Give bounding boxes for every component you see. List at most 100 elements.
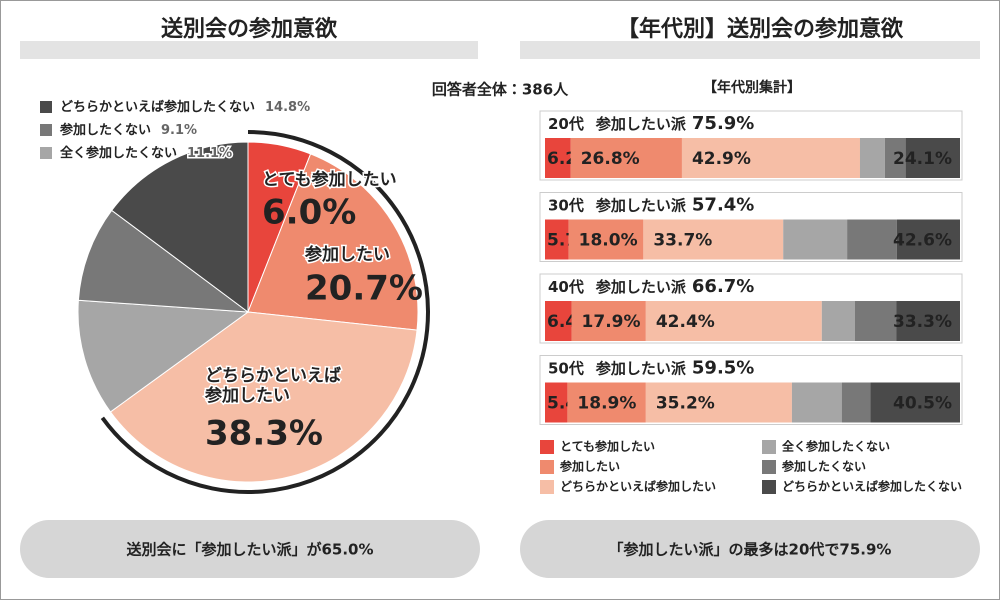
group-label: 参加したい派 [595,359,687,377]
legend-entry: どちらかといえば参加したくない 14.8% [60,99,310,115]
bar-segment [568,219,644,260]
legend-label: 参加したくない [781,459,866,474]
row-header: 20代 参加したい派 75.9% [548,113,754,134]
category-label: 30代 [548,196,584,214]
title-band [20,41,478,59]
legend-swatch [540,480,554,494]
bar-segment [870,382,960,423]
bar-segment [896,219,960,260]
title-band [520,41,980,59]
row-header: 40代 参加したい派 66.7% [548,276,754,297]
bar-segment [791,382,842,423]
legend-value: 14.8% [265,100,310,115]
data-label: 26.8% [581,149,640,169]
bar-segment [645,382,792,423]
legend-swatch [762,460,776,474]
legend-label: どちらかといえば参加したくない [60,99,255,115]
bar-segment [841,382,871,423]
bar-segment [567,382,646,423]
legend-swatch [40,147,52,159]
pie-slice [77,209,250,313]
bar-segment [859,138,885,178]
data-label: 6.0% [262,193,356,233]
category-label: 40代 [548,278,584,296]
group-label: 参加したい派 [595,115,687,133]
legend-swatch [40,124,52,136]
data-label: 38.3% [205,414,323,454]
bar-segment [681,138,860,178]
group-label: 参加したい派 [595,196,687,214]
row-frame [539,273,963,344]
bar-segment [896,301,960,341]
chart-title: 送別会の参加意欲 [161,16,338,42]
slice-label: とても参加したい [262,169,397,190]
bar-segment [645,301,822,341]
bar-segment [545,382,568,423]
pie-slice [109,311,418,483]
legend-label: どちらかといえば参加したい [560,479,716,494]
group-total-label: 24.1% [893,149,952,169]
legend-swatch [762,440,776,454]
bar-segment [847,219,897,260]
row-frame [539,355,963,425]
bar-segment [570,138,682,178]
bar-segment [905,138,960,178]
legend-value: 11.1% [187,146,232,161]
group-label: 参加したい派 [595,278,687,296]
slice-label: どちらかといえば参加したい [204,366,341,406]
bar-segment [545,219,569,260]
category-label: 50代 [548,359,584,377]
group-total: 59.5% [692,358,754,379]
group-total-label: 40.5% [893,394,952,414]
pie-slice [247,153,419,331]
pie-slice [77,299,250,413]
summary-pill [20,520,480,578]
bar-segment [855,301,897,341]
legend-label: どちらかといえば参加したくない [782,479,962,494]
bar-segment [545,301,572,341]
row-frame [539,110,963,181]
data-label: 17.9% [582,312,641,332]
group-total: 66.7% [692,276,754,297]
bar-segment [821,301,856,341]
data-label: 42.9% [692,149,751,169]
group-total: 57.4% [692,195,754,216]
data-label: 18.0% [579,231,638,251]
summary: 送別会に「参加したい派」が65.0% [126,541,373,559]
legend-label: 全く参加したくない [782,439,890,454]
legend-label: 全く参加したくない [60,145,177,161]
legend-label: 参加したくない [59,122,151,138]
row-frame [539,192,963,262]
legend-label: とても参加したい [560,439,655,454]
data-label: 18.9% [577,394,636,414]
slice-label-line: どちらかといえば [205,366,341,386]
bar-segment [884,138,906,178]
category-label: 20代 [548,115,584,133]
legend-swatch [540,460,554,474]
legend-entry: 参加したくない 9.1% [59,122,197,138]
slice-label: 参加したい [304,244,390,265]
legend-label: 参加したい [559,459,620,474]
legend-value: 9.1% [161,123,197,138]
data-label: 20.7% [305,269,423,309]
group-total-label: 33.3% [893,312,952,332]
bar-segment [643,219,784,260]
summary-pill [520,520,980,578]
group-total: 75.9% [692,113,754,134]
legend-entry: 全く参加したくない 11.1% [60,145,232,161]
bar-segment [783,219,848,260]
legend-swatch [540,440,554,454]
subtitle: 【年代別集計】 [703,79,801,96]
pie-slice [111,141,249,313]
legend-swatch [762,480,776,494]
row-header: 50代 参加したい派 59.5% [548,358,754,379]
highlight-arc [100,130,430,494]
legend-swatch [40,101,52,113]
chart-title: 【年代別】送別会の参加意欲 [617,16,904,42]
data-label: 33.7% [653,231,712,251]
data-label: 42.4% [656,312,715,332]
data-label: 35.2% [656,394,715,414]
row-header: 30代 参加したい派 57.4% [548,195,754,216]
bar-segment [571,301,646,341]
